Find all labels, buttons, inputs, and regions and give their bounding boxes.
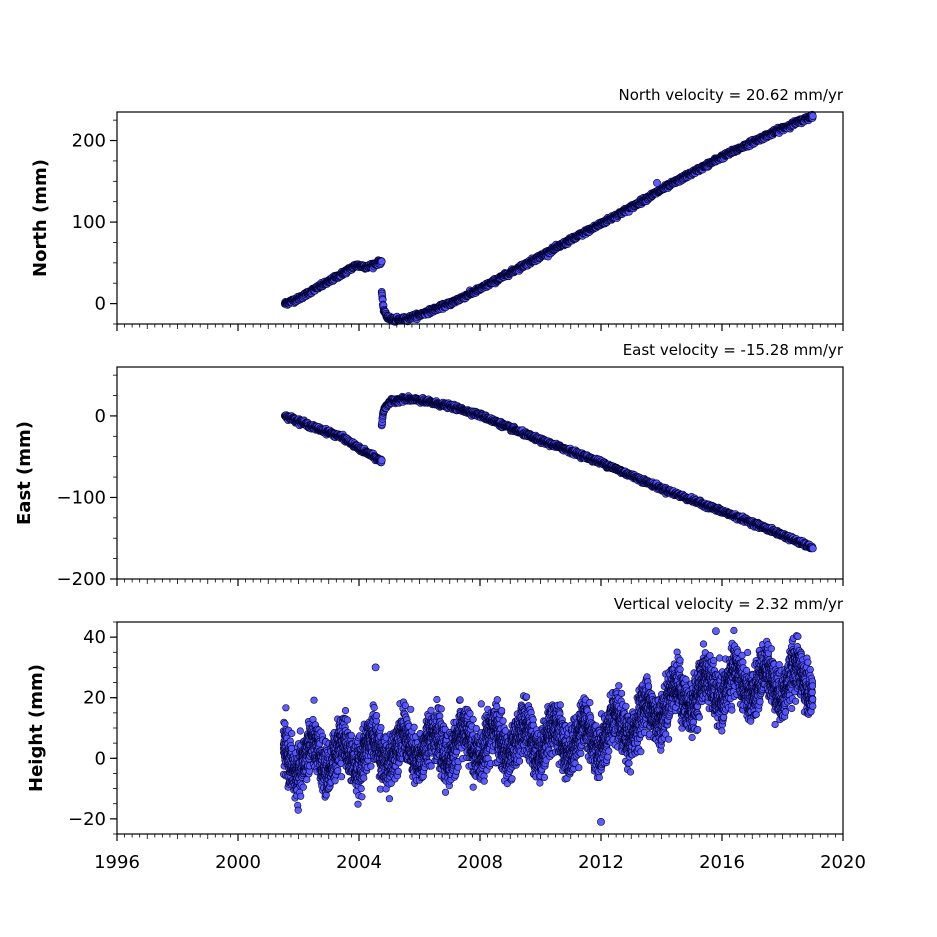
north-panel-title: North velocity = 20.62 mm/yr: [619, 86, 844, 104]
east-y-axis-label: East (mm): [14, 421, 35, 525]
north-panel: North velocity = 20.62 mm/yr North (mm) …: [30, 86, 844, 331]
east-panel-title: East velocity = -15.28 mm/yr: [623, 341, 844, 359]
y-tick-label: 0: [95, 294, 106, 315]
data-point: [288, 729, 296, 738]
data-point: [296, 727, 304, 735]
data-point: [377, 257, 386, 266]
height-y-axis-label: Height (mm): [26, 664, 47, 792]
y-tick-label: −100: [57, 487, 106, 508]
y-tick-label: −200: [57, 569, 106, 590]
y-tick-label: 100: [72, 212, 106, 233]
data-point: [282, 704, 290, 712]
data-point: [377, 456, 386, 465]
north-points: [280, 110, 817, 326]
data-point: [808, 544, 817, 553]
north-y-axis-label: North (mm): [30, 159, 51, 277]
data-point: [297, 792, 305, 800]
data-point: [653, 178, 661, 187]
y-tick-label: 200: [72, 131, 106, 152]
height-panel-title: Vertical velocity = 2.32 mm/yr: [614, 595, 844, 613]
data-point: [808, 112, 817, 120]
data-point: [310, 696, 318, 704]
y-tick-label: 0: [95, 406, 106, 427]
data-point: [299, 783, 307, 791]
data-point: [294, 806, 302, 814]
